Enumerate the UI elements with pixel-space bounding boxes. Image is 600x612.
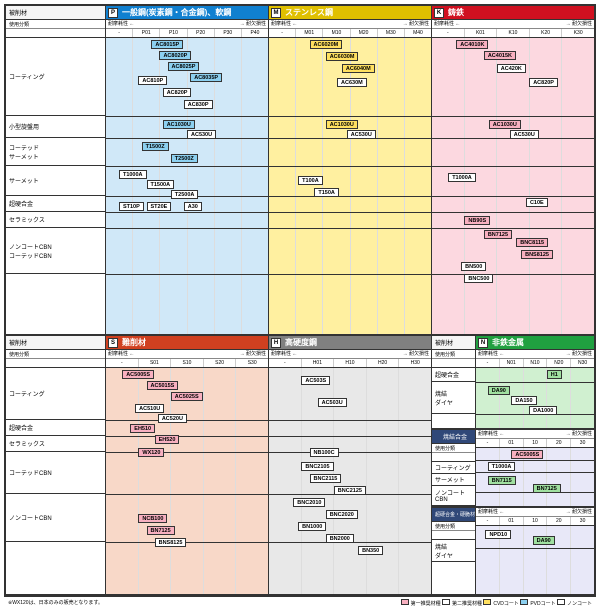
column-n: N非鉄金属耐摩耗性 ←→ 耐欠損性-N01N10N20N30H1DA90DA15… bbox=[476, 336, 594, 428]
chip: T1000A bbox=[119, 170, 147, 179]
chip: T150A bbox=[314, 188, 339, 197]
chip: AC530U bbox=[510, 130, 539, 139]
chip: AC1030U bbox=[489, 120, 521, 129]
chip: T2500A bbox=[171, 190, 199, 199]
bottom-section: 被削材 使用分類 コーティング超硬合金セラミックスコーテッドCBNノンコートCB… bbox=[6, 336, 594, 594]
chip: BNS8125 bbox=[521, 250, 553, 259]
chip: AC503S bbox=[301, 376, 330, 385]
chip: T100A bbox=[298, 176, 323, 185]
top-section: 被削材 使用分類 コーティング小型旋盤用コーテッドサーメットサーメット超硬合金セ… bbox=[6, 6, 594, 336]
chip: ST20E bbox=[147, 202, 172, 211]
chip: BNS8125 bbox=[155, 538, 187, 547]
chip: ST10P bbox=[119, 202, 144, 211]
chip: BNC2010 bbox=[293, 498, 325, 507]
chip: AC530U bbox=[187, 130, 216, 139]
chip: BN1000 bbox=[298, 522, 326, 531]
chip: BN7125 bbox=[484, 230, 512, 239]
chip: NPD10 bbox=[485, 530, 511, 539]
chip: AC503U bbox=[318, 398, 347, 407]
chip: T1000A bbox=[488, 462, 516, 471]
chip: H1 bbox=[547, 370, 562, 379]
footnote: ※WX120は、日本のみの販売となります。 bbox=[8, 599, 103, 606]
chip: AC6030M bbox=[326, 52, 359, 61]
column-k: K鋳鉄耐摩耗性 ←→ 耐欠損性-K01K10K20K30AC4010KAC401… bbox=[432, 6, 594, 334]
chip: DA1000 bbox=[529, 406, 557, 415]
chip: AC510U bbox=[135, 404, 164, 413]
chip: AC630M bbox=[337, 78, 367, 87]
chip: BNC2105 bbox=[301, 462, 333, 471]
column-h: H高硬度鋼耐摩耗性 ←→ 耐欠損性-H01H10H20H30AC503SAC50… bbox=[269, 336, 432, 594]
chip: AC420K bbox=[497, 64, 526, 73]
chip: NCB100 bbox=[138, 514, 167, 523]
chip: AC820P bbox=[529, 78, 558, 87]
chip: AC8020P bbox=[159, 51, 191, 60]
chip: AC8035P bbox=[190, 73, 222, 82]
chip: AC820P bbox=[163, 88, 192, 97]
chip: BN7125 bbox=[533, 484, 561, 493]
chip: EH510 bbox=[130, 424, 155, 433]
chip: WX120 bbox=[138, 448, 164, 457]
chip: T2500Z bbox=[171, 154, 198, 163]
column-right-split: 被削材 使用分類 超硬合金焼結ダイヤ N非鉄金属耐摩耗性 ←→ 耐欠損性-N01… bbox=[432, 336, 594, 594]
corner-header: 被削材 bbox=[6, 6, 105, 20]
chip: BN2000 bbox=[326, 534, 354, 543]
chip: T1500Z bbox=[142, 142, 169, 151]
chip: AC4010K bbox=[456, 40, 488, 49]
chip: DA150 bbox=[511, 396, 536, 405]
chip: AC530U bbox=[347, 130, 376, 139]
chip: AC810P bbox=[138, 76, 167, 85]
column-m: Mステンレス鋼耐摩耗性 ←→ 耐欠損性-M01M10M20M30M40AC602… bbox=[269, 6, 432, 334]
chip: DA90 bbox=[533, 536, 555, 545]
footer: ※WX120は、日本のみの販売となります。 第一推奨材種 第二推奨材種 CVDコ… bbox=[4, 596, 596, 608]
chip: AC6020M bbox=[310, 40, 343, 49]
chip: BNC8115 bbox=[516, 238, 548, 247]
chip: NB90S bbox=[464, 216, 490, 225]
chip: C10E bbox=[526, 198, 548, 207]
chip: T1000A bbox=[448, 173, 476, 182]
chip: A30 bbox=[184, 202, 202, 211]
chip: AC1030U bbox=[326, 120, 358, 129]
row-labels-bot: 被削材 使用分類 コーティング超硬合金セラミックスコーテッドCBNノンコートCB… bbox=[6, 336, 106, 594]
chip: AC6040M bbox=[342, 64, 375, 73]
column-sinter: 耐摩耗性 ←→ 耐欠損性-01102030AC5005ST1000ABN7115… bbox=[476, 430, 594, 506]
chip: BN7125 bbox=[147, 526, 175, 535]
chip: AC8025P bbox=[168, 62, 200, 71]
chip: AC830P bbox=[184, 100, 213, 109]
row-labels-top: 被削材 使用分類 コーティング小型旋盤用コーテッドサーメットサーメット超硬合金セ… bbox=[6, 6, 106, 334]
column-hard: 耐摩耗性 ←→ 耐欠損性-01102030NPD10DA90 bbox=[476, 508, 594, 594]
chip: AC4015K bbox=[484, 51, 516, 60]
column-p: P一般鋼(炭素鋼・合金鋼)、軟鋼耐摩耗性 ←→ 耐欠損性-P01P10P20P3… bbox=[106, 6, 269, 334]
chip: AC520U bbox=[158, 414, 187, 423]
chip: AC5025S bbox=[171, 392, 203, 401]
chip: AC5005S bbox=[122, 370, 154, 379]
chip: AC8015P bbox=[151, 40, 183, 49]
usage-label: 使用分類 bbox=[6, 20, 105, 29]
chip: AC5015S bbox=[147, 381, 179, 390]
chip: T1500A bbox=[147, 180, 175, 189]
chip: BNC2125 bbox=[334, 486, 366, 495]
column-s: S難削材耐摩耗性 ←→ 耐欠損性-S01S10S20S30AC5005SAC50… bbox=[106, 336, 269, 594]
chart-container: 被削材 使用分類 コーティング小型旋盤用コーテッドサーメットサーメット超硬合金セ… bbox=[4, 4, 596, 596]
chip: BNC2115 bbox=[310, 474, 342, 483]
chip: EH520 bbox=[155, 435, 180, 444]
chip: NB100C bbox=[310, 448, 339, 457]
chip: BN350 bbox=[358, 546, 383, 555]
chip: AC1030U bbox=[163, 120, 195, 129]
chip: BNC2020 bbox=[326, 510, 358, 519]
chip: DA90 bbox=[488, 386, 510, 395]
chip: BN500 bbox=[461, 262, 486, 271]
chip: AC5005S bbox=[511, 450, 543, 459]
chip: BN7115 bbox=[488, 476, 516, 485]
chip: BNC500 bbox=[464, 274, 493, 283]
